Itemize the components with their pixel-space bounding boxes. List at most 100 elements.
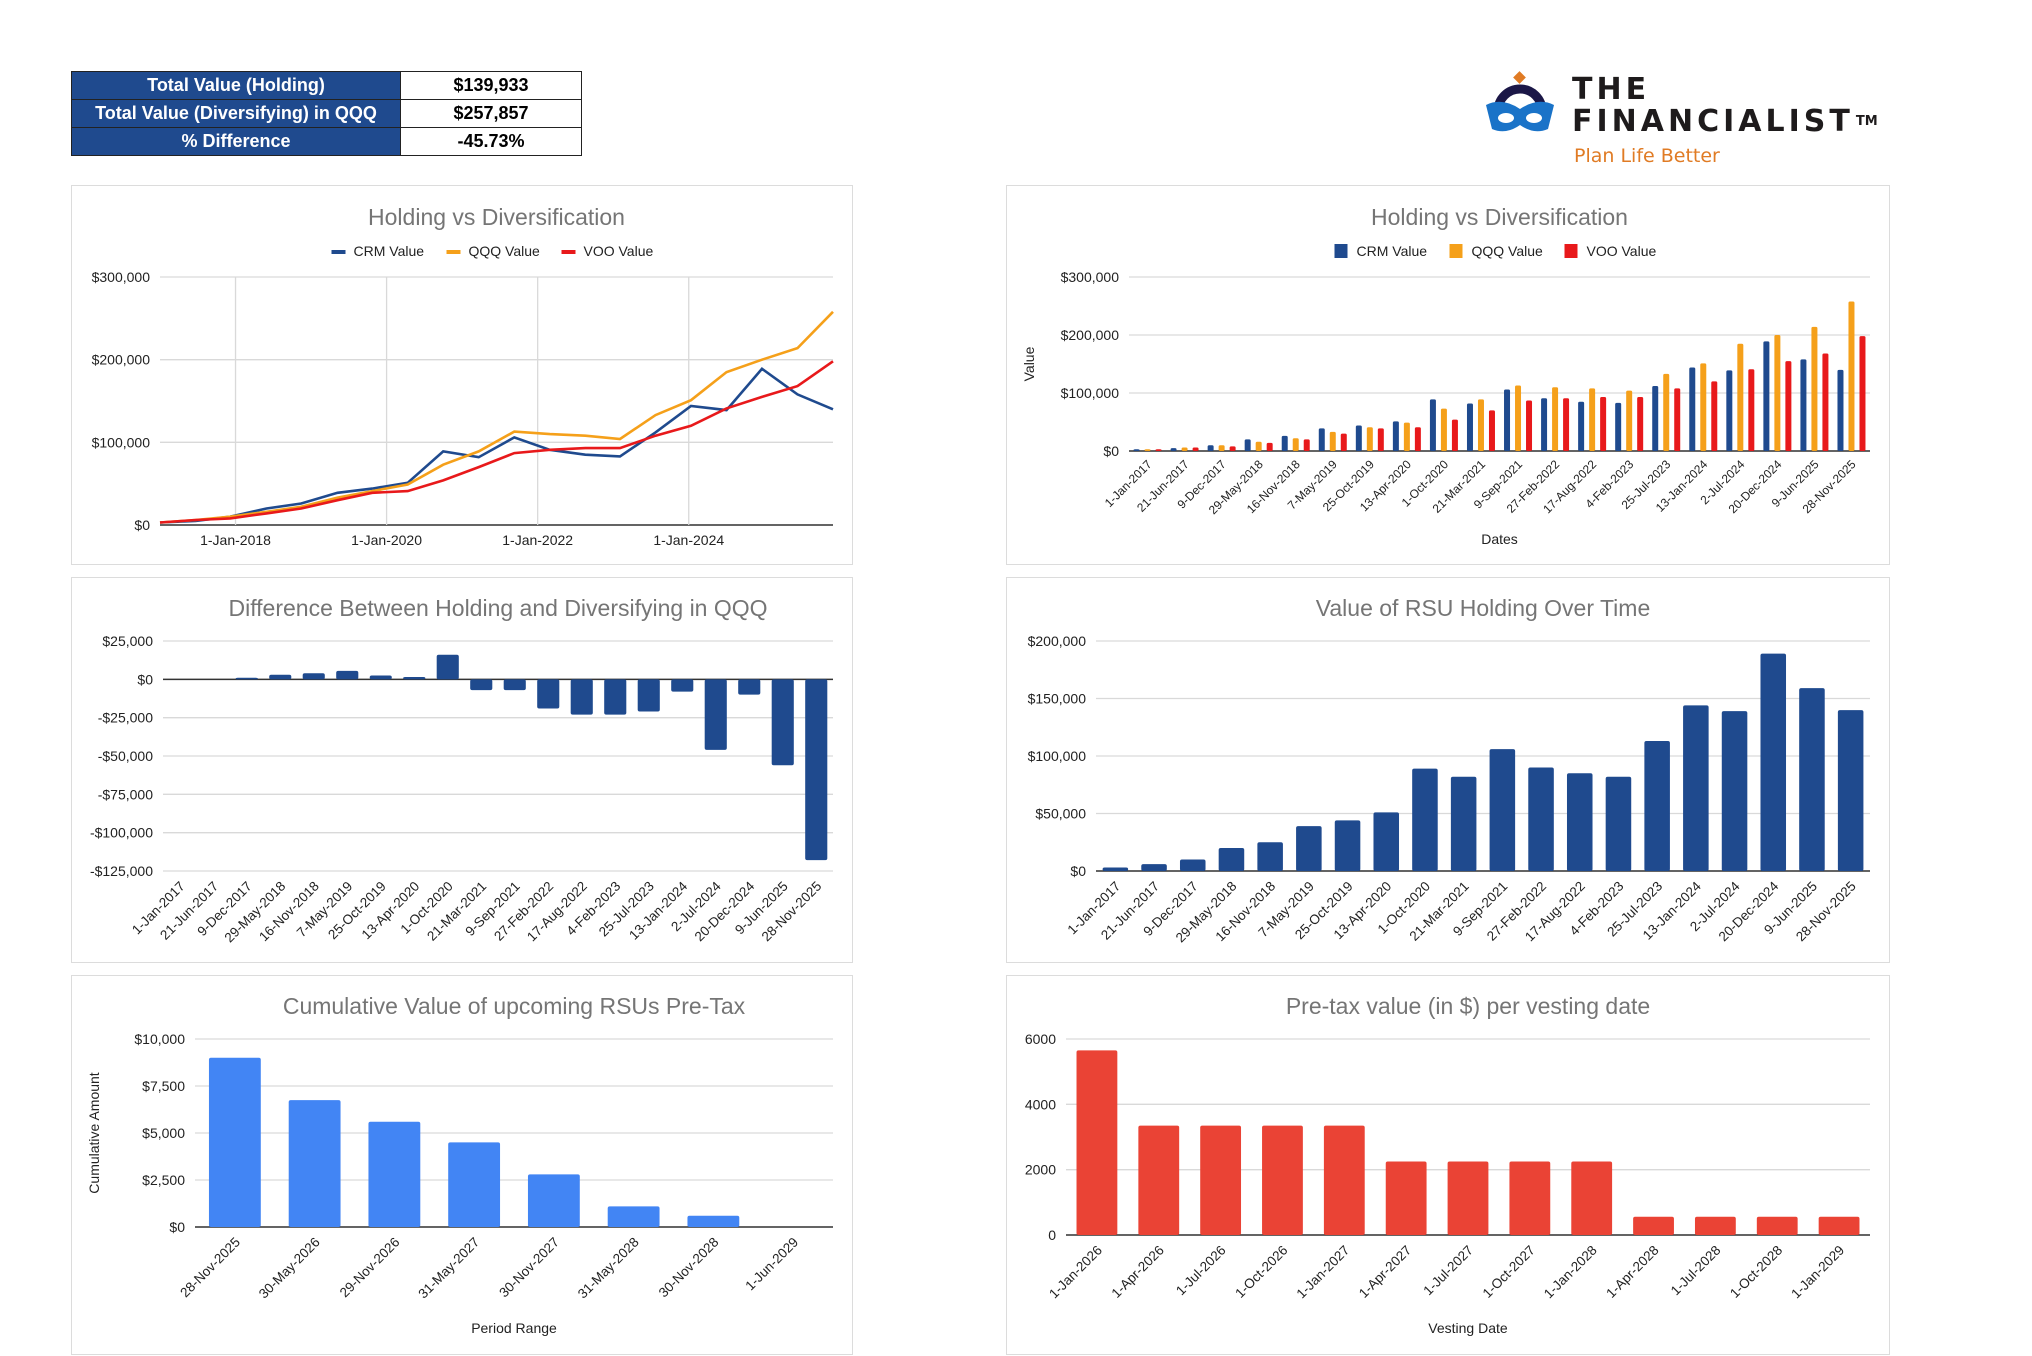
summary-label: Total Value (Diversifying) in QQQ — [71, 99, 401, 128]
bar-qqq — [1181, 447, 1188, 451]
x-tick-label: 29-Nov-2026 — [337, 1235, 403, 1301]
chart-title: Pre-tax value (in $) per vesting date — [1286, 993, 1650, 1019]
bar — [470, 679, 493, 691]
bar-qqq — [1811, 326, 1818, 451]
legend-swatch — [1334, 244, 1348, 258]
bar — [235, 677, 258, 680]
logo-text-financialist: FINANCIALIST TM — [1572, 107, 1878, 137]
rsu-holding-chart-panel: Value of RSU Holding Over Time $0 $50,000 $… — [1006, 577, 1890, 963]
bar-qqq — [1515, 385, 1522, 451]
legend-label: QQQ Value — [1472, 243, 1544, 259]
y-tick-label: $0 — [134, 517, 150, 533]
y-tick-label: $0 — [1070, 863, 1086, 879]
bar — [1760, 653, 1787, 871]
pretax-vesting-bar-chart: Pre-tax value (in $) per vesting date 0 20… — [1025, 993, 1870, 1336]
bar-qqq — [1366, 427, 1373, 451]
y-tick-label: $25,000 — [102, 633, 153, 649]
bar — [1605, 776, 1632, 871]
bar — [604, 679, 627, 715]
bar-voo — [1748, 369, 1755, 451]
financialist-logo: THE FINANCIALIST TM Plan Life Better — [1484, 71, 1904, 171]
bar-crm — [1578, 401, 1585, 451]
bar-crm — [1318, 428, 1325, 451]
y-tick-label: -$25,000 — [98, 710, 153, 726]
holding-vs-diversification-bar-chart: Holding vs Diversification $0 $100,000 $200… — [1021, 204, 1870, 547]
crm-line — [159, 367, 834, 524]
x-tick-label: 1-Oct-2026 — [1232, 1243, 1290, 1301]
x-tick-label: 1-Jul-2026 — [1173, 1243, 1229, 1299]
x-tick-label: 1-Jul-2027 — [1420, 1243, 1476, 1299]
bar — [1818, 1216, 1860, 1235]
bar — [671, 679, 694, 692]
y-tick-label: $200,000 — [92, 352, 151, 368]
bar — [1385, 1161, 1427, 1235]
pretax-chart-panel: Pre-tax value (in $) per vesting date 0 20… — [1006, 975, 1890, 1355]
y-tick-label: $50,000 — [1035, 806, 1086, 822]
bar — [1644, 741, 1670, 871]
bar-crm — [1244, 439, 1251, 451]
bar-crm — [1726, 370, 1733, 451]
y-tick-label: $200,000 — [1061, 327, 1120, 343]
y-tick-label: $300,000 — [1061, 269, 1120, 285]
legend-swatch — [446, 250, 461, 254]
summary-value: $257,857 — [400, 99, 582, 128]
x-tick-label: 1-Jan-2022 — [502, 532, 573, 548]
summary-row: Total Value (Holding) $139,933 — [71, 71, 582, 100]
bar-crm — [1615, 402, 1622, 451]
x-tick-label: 1-Jan-2028 — [1541, 1243, 1600, 1302]
bar-qqq — [1255, 441, 1262, 451]
bar — [1179, 859, 1206, 871]
bar-voo — [1266, 442, 1273, 451]
bar — [1102, 867, 1129, 871]
bar — [1257, 842, 1283, 871]
x-axis-label: Vesting Date — [1428, 1320, 1508, 1336]
bar — [637, 679, 660, 712]
logo-name: FINANCIALIST — [1572, 104, 1854, 139]
y-tick-label: $300,000 — [92, 269, 151, 285]
logo-tagline: Plan Life Better — [1574, 145, 1720, 167]
chart-title: Holding vs Diversification — [368, 204, 625, 230]
x-tick-label: 31-May-2028 — [575, 1235, 642, 1302]
legend-swatch — [331, 250, 346, 254]
bar — [1571, 1161, 1613, 1235]
bar — [805, 679, 828, 861]
y-tick-label: $150,000 — [1028, 691, 1087, 707]
x-tick-label: 1-Jun-2029 — [742, 1235, 801, 1294]
legend-swatch — [1449, 244, 1463, 258]
bar-crm — [1800, 359, 1807, 451]
chart-title: Value of RSU Holding Over Time — [1316, 595, 1651, 621]
y-tick-label: $100,000 — [1061, 385, 1120, 401]
bar-crm — [1541, 398, 1548, 451]
rsu-holding-bar-chart: Value of RSU Holding Over Time $0 $50,000 $… — [1028, 595, 1870, 945]
y-tick-label: $0 — [1103, 443, 1119, 459]
x-axis-label: Period Range — [471, 1320, 557, 1336]
bar — [1373, 812, 1400, 871]
bar-voo — [1563, 398, 1570, 451]
bar-crm — [1429, 399, 1436, 451]
bar-qqq — [1292, 438, 1299, 451]
difference-chart-panel: Difference Between Holding and Diversify… — [71, 577, 853, 963]
bar-voo — [1859, 336, 1866, 451]
bar — [1200, 1125, 1242, 1235]
bar-voo — [1488, 410, 1495, 451]
y-axis-label: Cumulative Amount — [86, 1072, 102, 1194]
bar-voo — [1303, 439, 1310, 451]
bar-qqq — [1589, 388, 1596, 451]
bar — [369, 675, 392, 680]
bar-qqq — [1440, 408, 1447, 451]
voo-line — [159, 360, 834, 524]
bar — [336, 670, 359, 680]
y-tick-label: $2,500 — [142, 1172, 185, 1188]
x-tick-label: 31-May-2027 — [415, 1235, 482, 1302]
bar — [1138, 1125, 1180, 1235]
bar-qqq — [1848, 301, 1855, 451]
bar-crm — [1689, 367, 1696, 451]
x-tick-label: 1-Apr-2028 — [1603, 1243, 1661, 1301]
bar-crm — [1133, 449, 1140, 451]
bar-voo — [1822, 353, 1829, 451]
bar — [403, 677, 426, 680]
x-tick-label: 1-Jan-2027 — [1294, 1243, 1353, 1302]
bar — [1509, 1161, 1551, 1235]
bar-qqq — [1218, 445, 1225, 451]
bar-crm — [1504, 389, 1511, 451]
